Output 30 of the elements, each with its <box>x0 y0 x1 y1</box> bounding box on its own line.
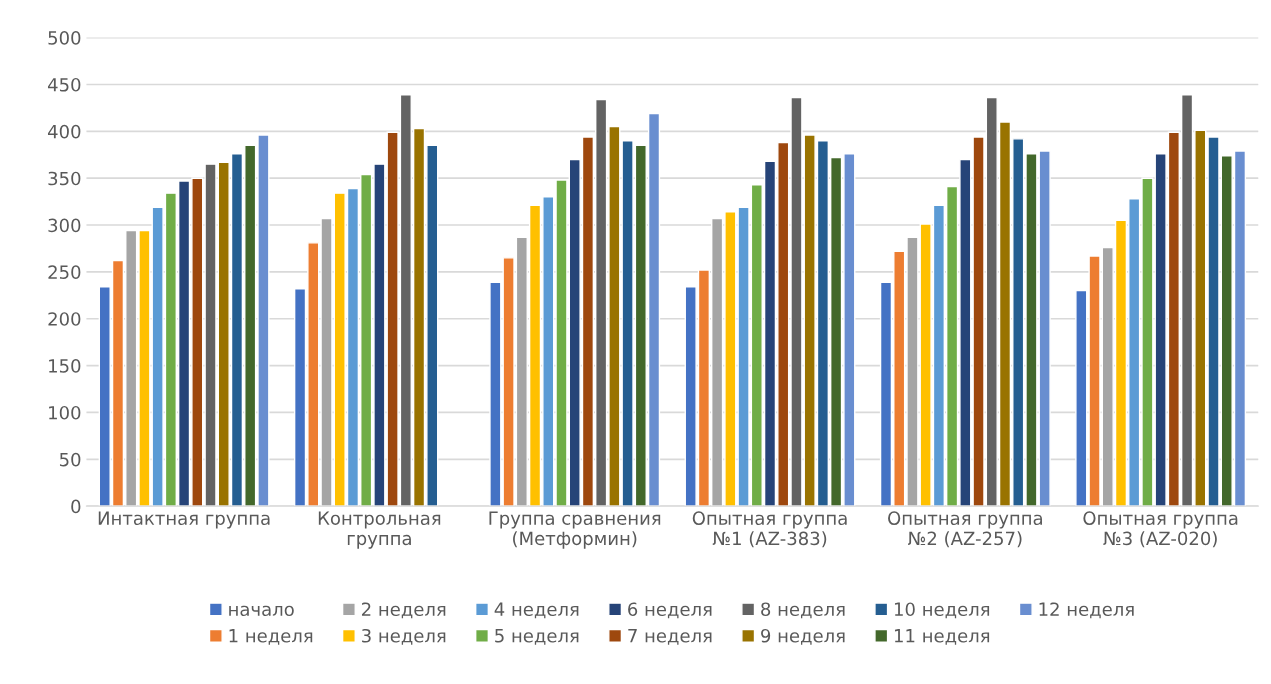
legend-label: 12 неделя <box>1039 602 1134 619</box>
legend-label: 5 неделя <box>495 629 579 645</box>
y-tick-label: 0 <box>71 499 81 514</box>
y-tick-label: 500 <box>48 31 81 45</box>
legend-label: 3 неделя <box>362 628 446 645</box>
x-tick-label: Контрольная группа <box>318 511 441 549</box>
y-tick-label: 350 <box>48 171 81 186</box>
x-tick-label: Опытная группа №3 (AZ-020) <box>1083 511 1238 548</box>
y-tick-label: 200 <box>48 312 81 326</box>
legend-label: начало <box>229 605 294 617</box>
legend-label: 1 неделя <box>229 629 313 645</box>
legend-label: 11 неделя <box>894 629 990 645</box>
legend-label: 7 неделя <box>628 629 712 645</box>
x-tick-label: Опытная группа №1 (AZ-383) <box>692 511 847 548</box>
legend-label: 4 неделя <box>494 602 579 619</box>
legend-label: 2 неделя <box>361 602 446 619</box>
x-tick-label: Опытная группа №2 (AZ-257) <box>888 511 1042 548</box>
x-tick-label: Интактная группа <box>98 511 270 529</box>
y-tick-label: 250 <box>48 265 81 280</box>
y-tick-label: 100 <box>49 405 81 420</box>
x-tick-label: Группа сравнения (Метформин) <box>489 511 661 549</box>
legend-label: 10 неделя <box>894 602 990 619</box>
legend-label: 9 неделя <box>761 628 845 645</box>
legend-label: 6 неделя <box>628 602 712 619</box>
y-tick-label: 300 <box>48 218 81 233</box>
y-tick-label: 150 <box>49 359 81 373</box>
y-tick-label: 50 <box>59 452 81 467</box>
y-tick-label: 450 <box>47 77 81 92</box>
legend-label: 8 неделя <box>761 602 845 619</box>
y-tick-label: 400 <box>47 124 81 139</box>
